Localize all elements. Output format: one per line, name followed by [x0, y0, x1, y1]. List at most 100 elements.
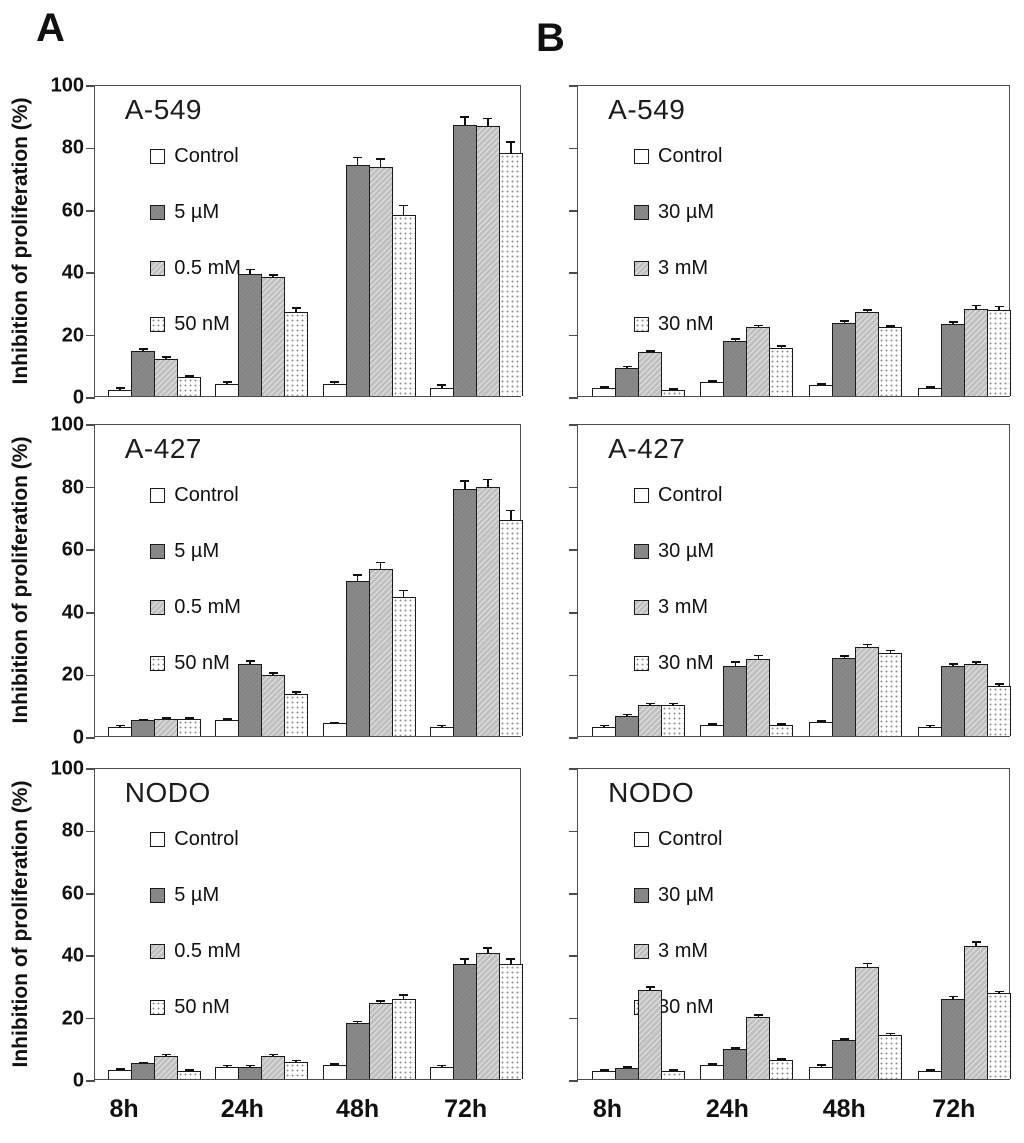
error-bar-cap: [399, 204, 409, 207]
error-bar-cap: [184, 1069, 194, 1072]
y-tick-mark: [569, 955, 578, 957]
y-tick-mark: [86, 397, 95, 399]
error-bar-cap: [599, 1069, 609, 1071]
legend-label: Control: [658, 144, 723, 167]
y-tick-mark: [569, 768, 578, 770]
bar-30nM-48h: [878, 327, 903, 396]
y-tick-mark: [86, 424, 95, 426]
y-tick-label: 60: [61, 882, 84, 905]
bar-Control-72h: [918, 1071, 943, 1079]
error-bar-cap: [115, 724, 125, 727]
chart-b-nodo: NODO Control 30 µM 3 mM 30 nM 8h 24h 48h 72h: [569, 768, 1012, 1123]
legend-item: 30 nM: [634, 651, 722, 675]
error-bar-cap: [925, 724, 935, 727]
bar-0.5mM-48h: [368, 166, 393, 396]
bar-30nM-72h: [987, 310, 1012, 396]
bar-3mM-48h: [855, 311, 880, 396]
error-bar-cap: [839, 320, 849, 322]
y-tick-mark: [86, 737, 95, 739]
error-bar-cap: [376, 561, 386, 564]
error-bar-cap: [753, 324, 763, 327]
legend-label: Control: [658, 483, 723, 506]
legend-item: 0.5 mM: [150, 939, 241, 963]
error-bar-cap: [184, 717, 194, 719]
bar-3mM-8h: [638, 990, 663, 1079]
bar-Control-8h: [592, 1071, 617, 1079]
bar-5µM-24h: [238, 274, 263, 396]
error-bar-cap: [222, 718, 232, 720]
legend-swatch-hatch-icon: [634, 260, 650, 276]
bar-0.5mM-8h: [154, 1055, 179, 1079]
bar-30nM-48h: [878, 1035, 903, 1079]
y-tick-label: 40: [61, 601, 84, 624]
bar-Control-24h: [700, 381, 725, 396]
error-bar-cap: [245, 1064, 255, 1067]
bar-50nM-72h: [498, 520, 523, 736]
error-bar-cap: [268, 671, 278, 674]
bar-3mM-24h: [746, 1016, 771, 1079]
bar-50nM-8h: [177, 377, 202, 396]
error-bar: [249, 660, 251, 665]
legend-item: Control: [634, 144, 723, 168]
error-bar: [402, 590, 405, 597]
legend-item: 0.5 mM: [150, 595, 241, 619]
error-bar: [379, 562, 382, 569]
legend-swatch-dots-icon: [150, 999, 166, 1015]
x-tick-label: 72h: [444, 1095, 488, 1123]
legend: Control 30 µM 3 mM 30 nM: [634, 483, 723, 707]
error-bar: [272, 672, 274, 675]
error-bar-cap: [291, 691, 301, 693]
error-bar-cap: [862, 643, 872, 646]
error-bar: [975, 305, 977, 309]
chart-a-nodo: NODO Control 5 µM 0.5 mM 50 nM 0 20 40 60 80 100 8h…: [51, 758, 523, 1123]
error-bar-cap: [222, 1064, 232, 1067]
bar-5µM-72h: [452, 963, 477, 1079]
bar-Control-48h: [322, 1064, 347, 1079]
bar-Control-48h: [322, 723, 347, 736]
y-tick-mark: [569, 486, 578, 489]
error-bar-cap: [753, 654, 763, 657]
bar-5µM-72h: [452, 124, 477, 396]
bar-3mM-48h: [855, 966, 880, 1079]
bar-5µM-48h: [345, 1022, 370, 1079]
bar-0.5mM-48h: [368, 1002, 393, 1079]
bar-5µM-48h: [345, 165, 370, 396]
error-bar: [441, 385, 443, 389]
y-tick-mark: [569, 334, 578, 337]
bar-50nM-72h: [498, 963, 523, 1079]
legend-label: 3 mM: [658, 939, 709, 962]
bar-30µM-48h: [832, 1040, 857, 1079]
error-bar-cap: [862, 309, 872, 311]
error-bar-cap: [645, 350, 655, 352]
legend-swatch-dots-icon: [150, 316, 166, 332]
error-bar: [510, 510, 512, 521]
y-tick-mark: [86, 893, 95, 895]
legend-swatch-dots-icon: [634, 316, 650, 332]
legend: Control 30 µM 3 mM 30 nM: [634, 827, 723, 1051]
error-bar-cap: [645, 702, 655, 705]
error-bar: [379, 158, 382, 167]
y-tick-mark: [86, 272, 95, 274]
error-bar-cap: [161, 717, 171, 719]
error-bar-cap: [161, 356, 171, 358]
error-bar: [889, 1033, 892, 1036]
bar-Control-8h: [592, 726, 617, 736]
error-bar: [998, 991, 1000, 994]
bar-3mM-8h: [638, 704, 663, 736]
error-bar: [510, 958, 512, 964]
panel-a-label: A: [36, 6, 66, 50]
x-tick-label: 8h: [592, 1095, 623, 1123]
error-bar-cap: [994, 683, 1004, 685]
error-bar-cap: [483, 947, 493, 949]
y-tick-label: 80: [61, 819, 84, 842]
error-bar-cap: [925, 386, 935, 389]
error-bar-cap: [483, 478, 493, 481]
bar-50nM-8h: [177, 1071, 202, 1079]
error-bar: [975, 662, 977, 665]
x-tick-label: 48h: [336, 1095, 380, 1123]
error-bar-cap: [816, 383, 826, 385]
legend-label: 5 µM: [174, 200, 220, 223]
x-tick-label: 8h: [109, 1095, 139, 1123]
error-bar-cap: [376, 158, 386, 160]
error-bar-cap: [353, 574, 363, 576]
